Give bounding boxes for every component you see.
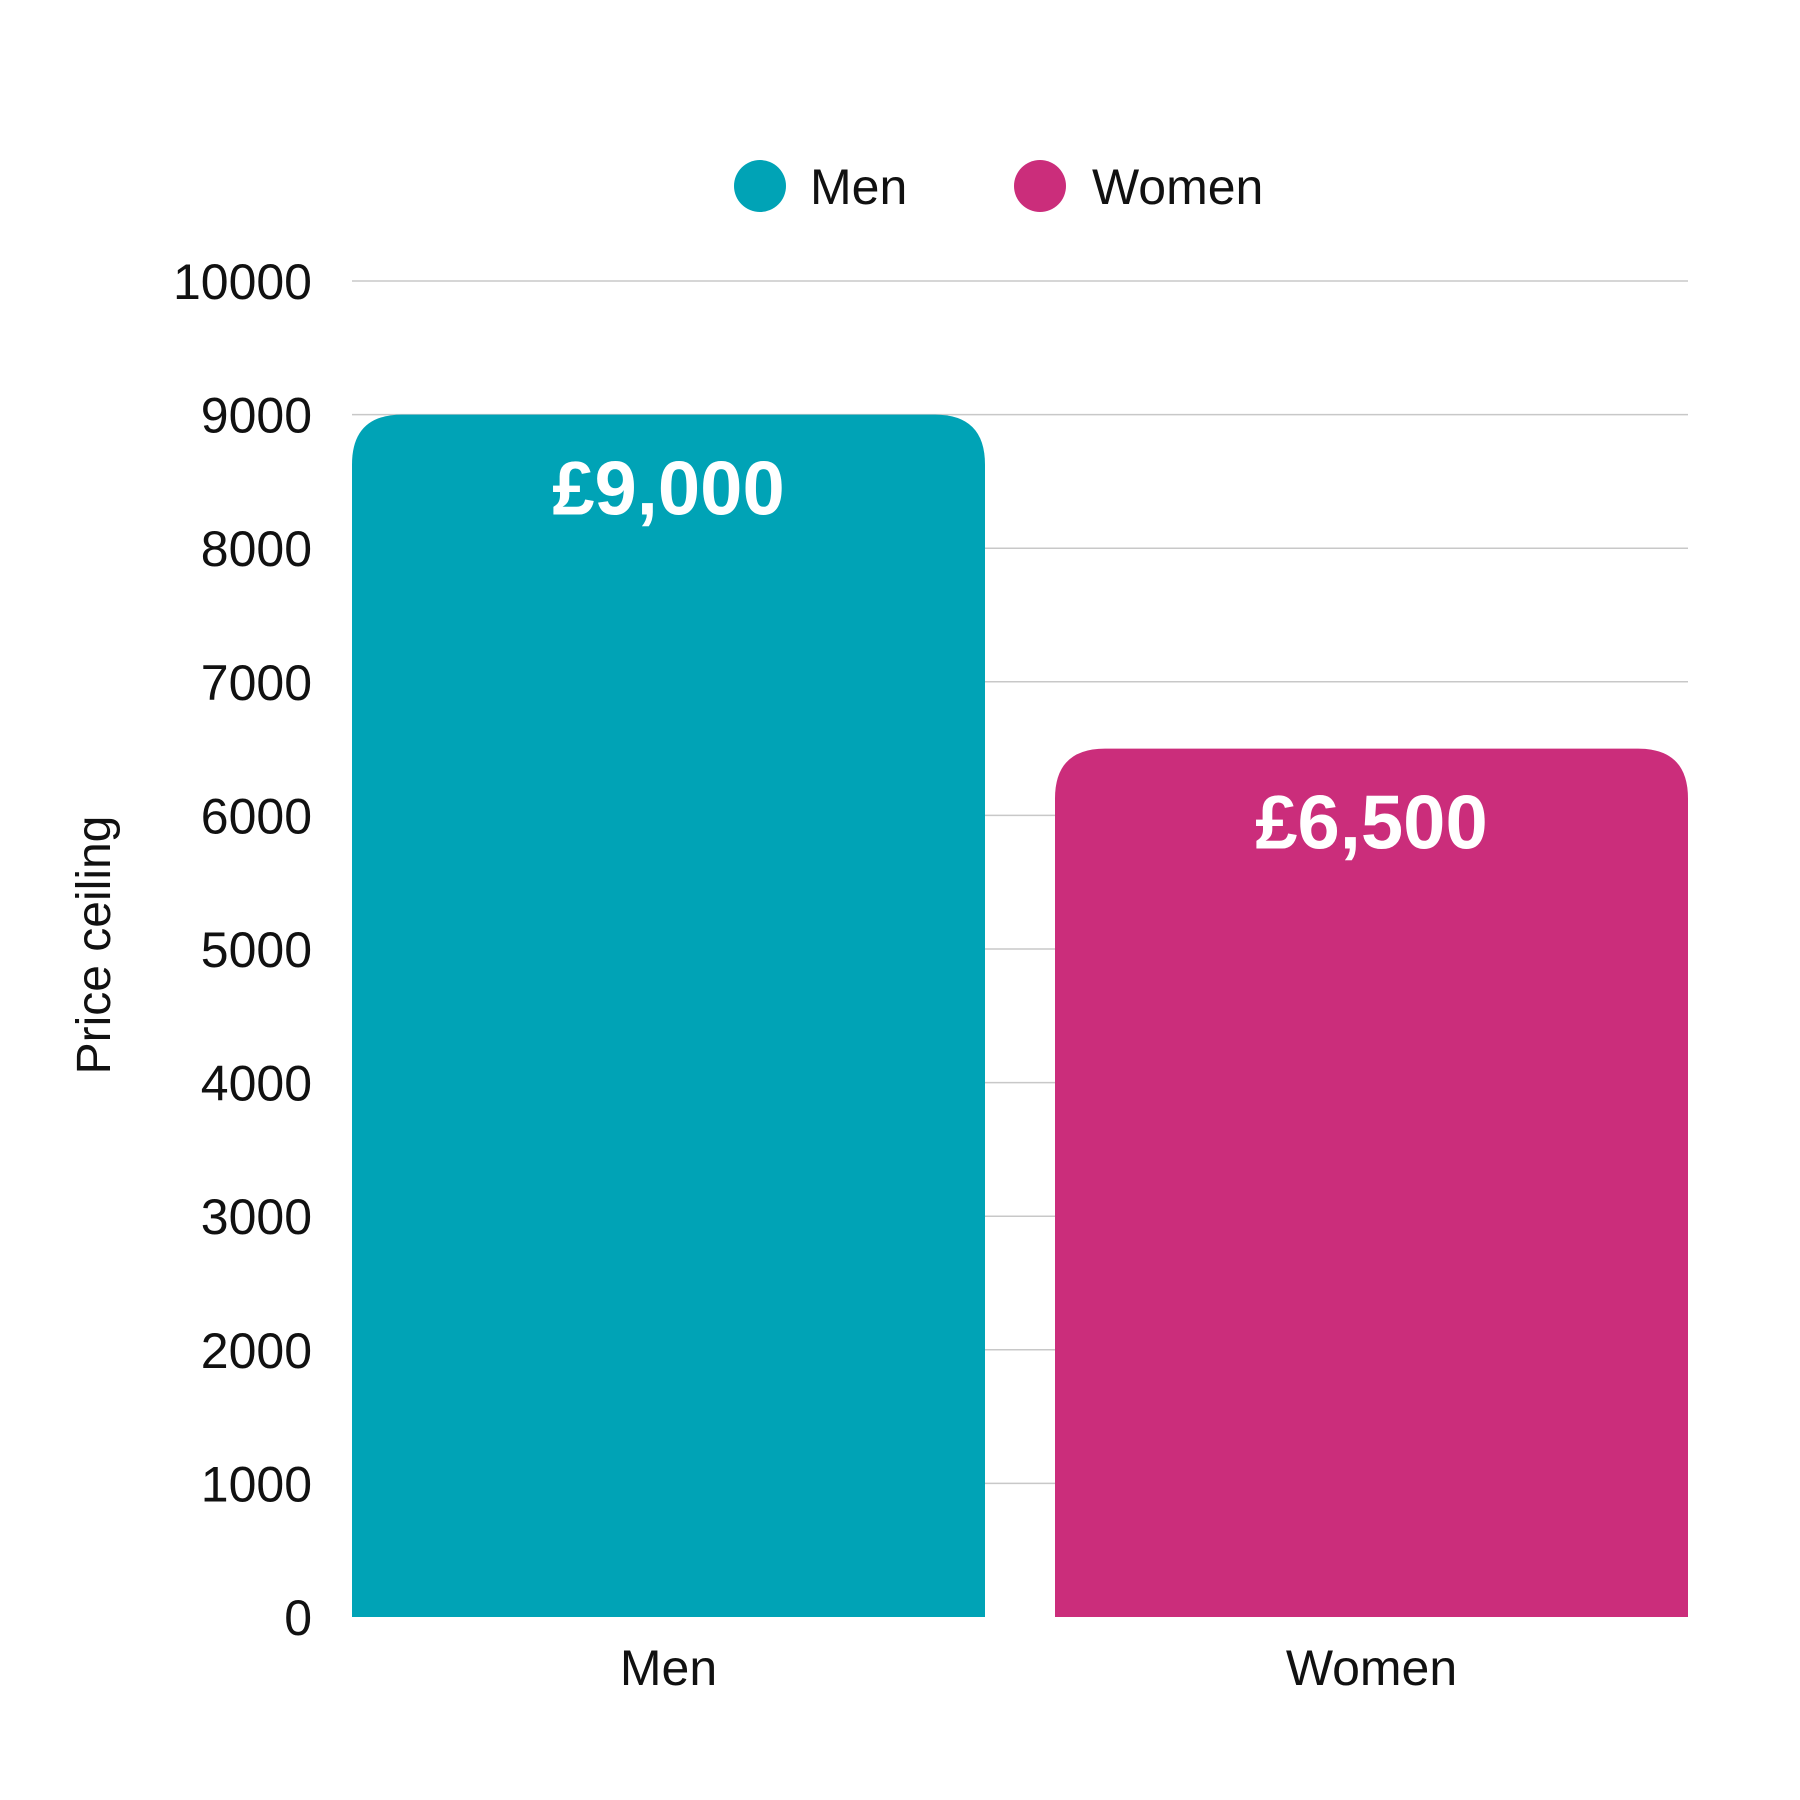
bars: £9,000 £6,500 — [352, 414, 1688, 1618]
data-label: £6,500 — [1255, 781, 1487, 866]
y-tick-label: 5000 — [201, 922, 312, 978]
x-axis-labels: Men Women — [620, 1640, 1457, 1696]
y-tick-label: 9000 — [201, 388, 312, 444]
legend-label: Men — [810, 159, 907, 215]
y-tick-label: 8000 — [201, 521, 312, 577]
y-axis-ticks: 0 1000 2000 3000 4000 5000 6000 7000 8000 9000 100… — [173, 254, 312, 1646]
y-tick-label: 10000 — [173, 254, 312, 310]
y-tick-label: 7000 — [201, 655, 312, 711]
bar-men — [352, 414, 985, 1618]
y-axis-title: Price ceiling — [68, 816, 121, 1075]
x-category-label: Men — [620, 1640, 717, 1696]
legend: Men Women — [734, 159, 1263, 215]
y-tick-label: 1000 — [201, 1456, 312, 1512]
data-label: £9,000 — [552, 447, 784, 532]
legend-marker — [1014, 160, 1066, 212]
bar-women — [1055, 748, 1688, 1617]
legend-label: Women — [1092, 159, 1263, 215]
y-tick-label: 3000 — [201, 1189, 312, 1245]
y-tick-label: 4000 — [201, 1056, 312, 1112]
y-tick-label: 0 — [284, 1590, 312, 1646]
legend-marker — [734, 160, 786, 212]
y-tick-label: 6000 — [201, 788, 312, 844]
x-category-label: Women — [1286, 1640, 1457, 1696]
y-tick-label: 2000 — [201, 1323, 312, 1379]
